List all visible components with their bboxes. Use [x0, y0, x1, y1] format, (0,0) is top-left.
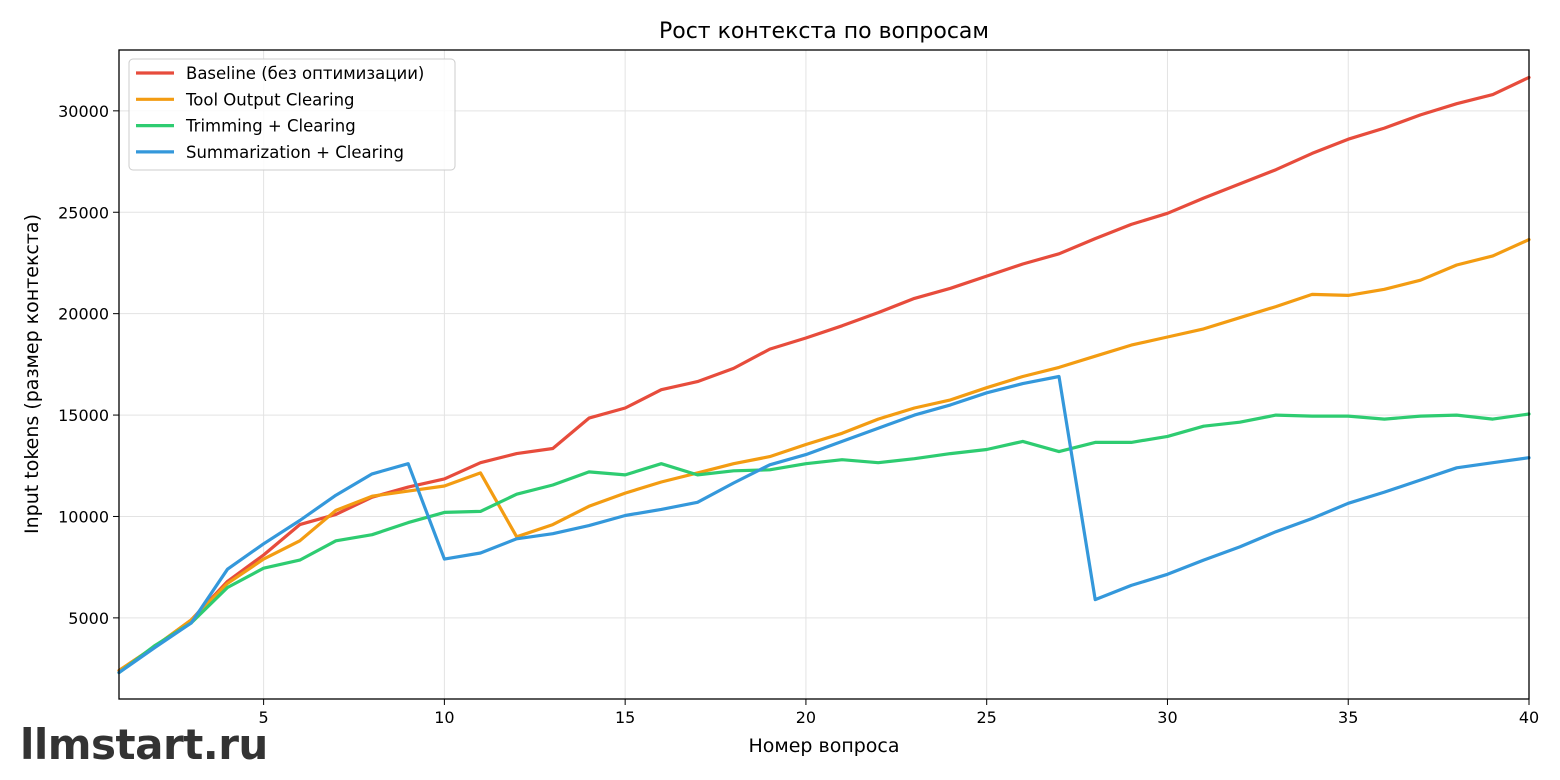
y-tick-label: 25000	[58, 203, 109, 222]
series-layer	[117, 75, 1531, 675]
y-tick-label: 5000	[68, 609, 109, 628]
x-tick-label: 10	[434, 708, 454, 727]
legend-label: Trimming + Clearing	[185, 117, 356, 136]
x-tick-label: 15	[615, 708, 635, 727]
x-tick-label: 25	[977, 708, 997, 727]
series-line-3	[117, 412, 1531, 675]
x-tick-label: 5	[259, 708, 269, 727]
x-tick-label: 30	[1157, 708, 1177, 727]
x-axis-label: Номер вопроса	[748, 735, 899, 757]
series-line-4	[117, 374, 1531, 675]
legend-label: Tool Output Clearing	[185, 90, 355, 109]
y-tick-label: 10000	[58, 507, 109, 526]
x-tick-label: 35	[1338, 708, 1358, 727]
x-tick-label: 40	[1519, 708, 1539, 727]
y-tick-label: 20000	[58, 305, 109, 324]
legend-box	[128, 58, 456, 171]
series-line-1	[117, 75, 1531, 673]
watermark-text: llmstart.ru	[20, 720, 268, 769]
axis-ticks: 5 10 15 20 25 30 35 40 5000 10000 15000 20000 25000 3…	[58, 102, 1539, 727]
y-tick-label: 15000	[58, 406, 109, 425]
grid-lines	[119, 50, 1530, 699]
plot-frame	[118, 49, 1530, 700]
legend-label: Summarization + Clearing	[186, 143, 404, 162]
y-tick-label: 30000	[58, 102, 109, 121]
x-tick-label: 20	[796, 708, 816, 727]
legend: Baseline (без оптимизации) Tool Output Cl…	[128, 58, 456, 171]
y-axis-label: Input tokens (размер контекста)	[21, 214, 43, 534]
series-line-2	[117, 238, 1531, 673]
legend-label: Baseline (без оптимизации)	[186, 64, 424, 83]
chart-title: Рост контекста по вопросам	[659, 19, 989, 44]
